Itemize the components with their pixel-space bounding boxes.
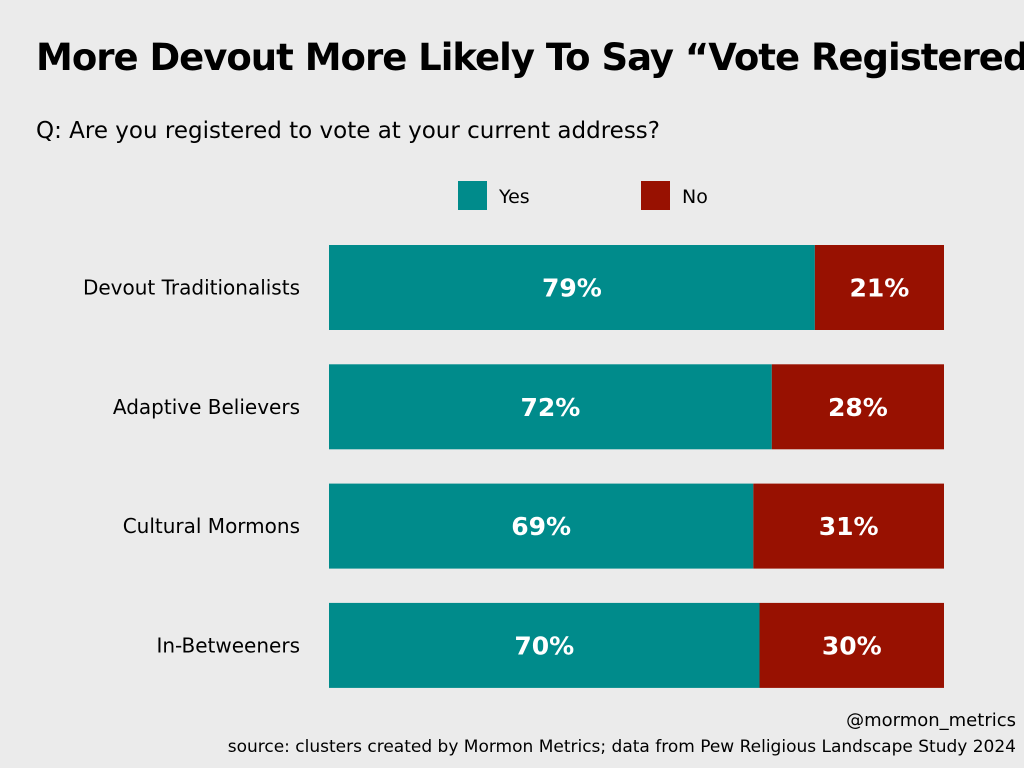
bar-yes xyxy=(329,364,772,450)
source-note: source: clusters created by Mormon Metri… xyxy=(227,737,1016,757)
bar-yes xyxy=(329,602,760,688)
data-label-no: 28% xyxy=(828,393,888,422)
bar-yes xyxy=(329,483,754,569)
legend-label-no: No xyxy=(682,186,708,208)
bar-no xyxy=(759,602,944,688)
data-label-yes: 69% xyxy=(511,512,571,541)
chart-subtitle: Q: Are you registered to vote at your cu… xyxy=(36,118,660,144)
bar-no xyxy=(771,364,944,450)
data-label-no: 31% xyxy=(819,512,879,541)
data-label-yes: 70% xyxy=(514,631,574,660)
legend-swatch-no xyxy=(641,181,670,210)
bar-yes xyxy=(329,245,815,330)
bar-no xyxy=(814,245,944,330)
bar-no xyxy=(753,483,944,569)
category-label: Devout Traditionalists xyxy=(83,276,300,300)
data-label-no: 21% xyxy=(850,274,910,303)
category-label: Adaptive Believers xyxy=(113,395,300,419)
data-label-no: 30% xyxy=(822,631,882,660)
legend-label-yes: Yes xyxy=(498,186,530,208)
chart-title: More Devout More Likely To Say “Vote Reg… xyxy=(36,36,1024,79)
data-label-yes: 72% xyxy=(520,393,580,422)
legend-swatch-yes xyxy=(458,181,487,210)
author-handle: @mormon_metrics xyxy=(846,710,1016,731)
data-label-yes: 79% xyxy=(542,274,602,303)
category-label: In-Betweeners xyxy=(156,633,300,657)
category-label: Cultural Mormons xyxy=(123,514,300,538)
